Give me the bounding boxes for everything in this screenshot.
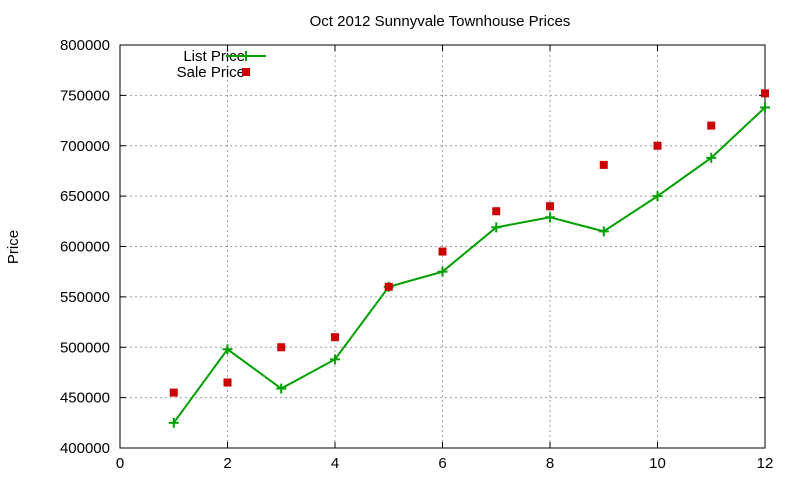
x-tick-label: 4	[331, 455, 339, 472]
x-tick-label: 2	[223, 455, 231, 472]
plot-series	[168, 89, 770, 428]
square-marker	[653, 141, 662, 150]
square-marker	[546, 202, 554, 211]
series-list-price	[168, 102, 770, 428]
y-tick-label: 800000	[60, 37, 110, 54]
square-marker	[384, 282, 393, 291]
grid-lines	[120, 45, 765, 448]
x-tick-label: 6	[438, 455, 446, 472]
legend-label: List Price	[183, 48, 245, 65]
x-tick-label: 12	[757, 455, 774, 472]
x-tick-label: 10	[649, 455, 666, 472]
series-sale-price	[169, 89, 769, 397]
square-marker	[599, 160, 608, 169]
y-tick-label: 550000	[60, 289, 110, 306]
x-tick-label: 8	[546, 455, 554, 472]
series-line	[172, 106, 766, 424]
y-tick-label: 500000	[60, 339, 110, 356]
square-marker	[242, 68, 250, 76]
y-tick-label: 650000	[60, 188, 110, 205]
square-marker	[223, 378, 232, 387]
square-marker	[331, 333, 339, 342]
square-marker	[492, 207, 501, 216]
square-marker	[438, 247, 447, 256]
chart-title: Oct 2012 Sunnyvale Townhouse Prices	[310, 13, 571, 30]
y-tick-label: 750000	[60, 87, 110, 104]
square-marker	[707, 121, 716, 130]
axes: 0 2 4 6 8 10 12 400000 450000 500000 550000 600000 6…	[60, 37, 773, 472]
x-tick-label: 0	[116, 455, 124, 472]
y-tick-label: 400000	[60, 440, 110, 457]
y-tick-label: 600000	[60, 239, 110, 256]
y-axis-label: Price	[5, 230, 22, 264]
square-marker	[169, 388, 178, 397]
square-marker	[277, 343, 286, 352]
legend-label: Sale Price	[177, 64, 245, 81]
y-tick-label: 700000	[60, 138, 110, 155]
square-marker	[761, 89, 769, 98]
y-tick-label: 450000	[60, 390, 110, 407]
